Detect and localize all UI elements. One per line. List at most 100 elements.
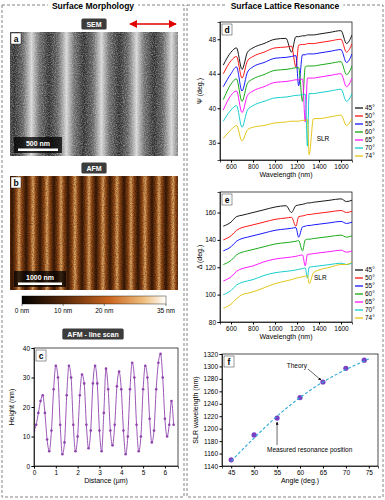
tick: 44 [209,70,220,77]
tick-mark [218,39,221,40]
data-point [89,429,92,432]
data-point [63,441,66,444]
panel-header: Surface Morphology [52,1,134,11]
panel-letter-bg [36,350,46,361]
tick: 60 [297,466,305,476]
legend-swatch [355,317,363,318]
plot-area [223,31,352,155]
data-point [142,388,145,391]
tick-mark [218,213,221,214]
y-axis-title: Height (nm) [8,389,16,426]
panel-letter-bg [222,24,232,35]
legend-label: 45° [365,266,375,273]
tick: 36 [209,139,220,146]
colorbar-tick [63,304,64,306]
legend-label: 55° [365,282,375,289]
legend-swatch [355,277,363,278]
data-point [52,388,55,391]
data-point [109,429,112,432]
y-axis: 1140116011801200122012401260128013001320 [204,351,223,470]
y-axis: 80100120140160 [205,193,220,326]
colorbar-tick [104,304,105,306]
tick: 1200 [290,160,305,170]
tick-label: 120 [205,264,216,271]
tick-label: 1600 [334,163,349,170]
panel-letter: b [11,177,21,188]
data-point [98,429,101,432]
data-point [72,423,75,426]
tick: 4 [120,466,124,476]
panel-letter: c [36,350,46,361]
tick: 2 [76,466,80,476]
data-point [107,388,110,391]
legend-swatch [355,131,363,132]
tick: 1320 [204,351,222,358]
tick: 1180 [204,438,222,445]
tick: 1280 [204,375,222,382]
data-point [57,376,60,379]
legend-swatch [355,123,363,124]
tick-label: 1400 [312,325,327,332]
tick: 1220 [204,413,222,420]
series-line [223,250,352,281]
data-point [76,435,79,438]
panel-letter-text: b [13,178,18,188]
data-point [161,376,164,379]
tick-label: 1 [55,469,59,476]
tick: 120 [205,264,220,271]
data-point [79,394,82,397]
tick: 3 [98,466,102,476]
tick-label: 50 [251,469,259,476]
figure: Surface MorphologySurface Lattice Resona… [0,0,385,500]
series-line [231,359,369,461]
panel-letter-bg [224,356,234,367]
tick-label: 70 [343,469,351,476]
series-line [223,89,352,146]
tick: 600 [226,160,237,170]
annotation: SLR [317,135,330,142]
x-axis-title: Angle (deg.) [281,477,319,485]
annotation-arrow [277,422,278,445]
tick-label: 65 [320,469,328,476]
micrograph-grain [10,176,178,290]
axis-line [218,23,221,161]
data-point [59,423,62,426]
label-box-text: AFM [86,165,101,172]
tick: 50 [251,466,259,476]
x-axis-title: Distance (µm) [84,477,128,485]
legend-swatch [355,301,363,302]
x-axis-title: Wavelength (nm) [259,333,312,341]
data-point [252,432,257,437]
annotation: Measured resonance position [267,446,353,454]
x-axis: 0123456 [33,466,179,476]
panel-letter-bg [222,194,232,205]
data-point [44,412,47,415]
data-point [148,418,151,421]
tick-label: 44 [209,70,217,77]
data-point [103,412,106,415]
axis-line [221,323,353,325]
scale-bar-line [18,283,62,286]
tick-label: 40 [209,105,217,112]
plot-frame [34,348,178,466]
label-box: AFM - line scan [62,329,123,340]
tick-label: 48 [209,36,217,43]
tick-mark [32,407,35,408]
tick: 40 [23,345,34,352]
data-point [172,423,175,426]
plot-area [223,199,352,308]
tick-label: 1280 [204,375,219,382]
label-box-text: AFM - line scan [67,331,118,338]
panel-letter-text: c [39,351,44,361]
x-axis: 6008001000120014001600 [221,160,353,170]
tick: 1160 [204,450,222,457]
tick-mark [32,378,35,379]
data-point [155,388,158,391]
tick: 30 [23,374,34,381]
colorbar-label: 0 nm [15,307,29,314]
data-point [118,370,121,373]
tick: 800 [248,160,259,170]
data-point [153,429,156,432]
data-point [168,423,171,426]
tick-mark [218,322,221,323]
